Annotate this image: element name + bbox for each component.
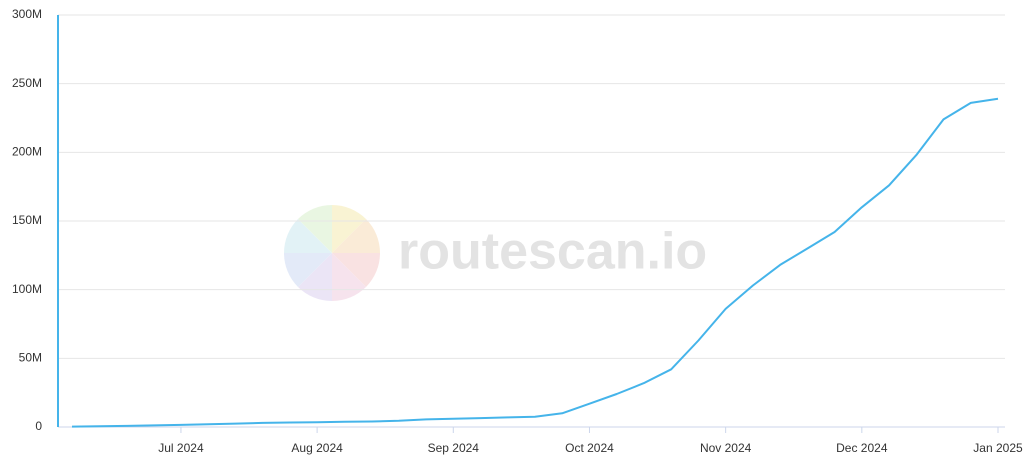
y-tick-label: 200M bbox=[12, 145, 42, 159]
x-tick-label: Sep 2024 bbox=[428, 441, 480, 455]
watermark-logo bbox=[283, 204, 381, 302]
y-tick-label: 50M bbox=[19, 351, 42, 365]
y-tick-label: 0 bbox=[35, 419, 42, 433]
line-series bbox=[71, 97, 999, 428]
x-tick-label: Oct 2024 bbox=[565, 441, 614, 455]
y-tick-label: 150M bbox=[12, 213, 42, 227]
x-tick-label: Jul 2024 bbox=[158, 441, 204, 455]
watermark-text: routescan.io bbox=[398, 223, 707, 281]
x-tick-label: Dec 2024 bbox=[836, 441, 888, 455]
x-tick-label: Nov 2024 bbox=[700, 441, 752, 455]
x-tick-label: Aug 2024 bbox=[291, 441, 343, 455]
y-tick-label: 300M bbox=[12, 7, 42, 21]
y-tick-label: 250M bbox=[12, 76, 42, 90]
y-tick-label: 100M bbox=[12, 282, 42, 296]
x-tick-label: Jan 2025 bbox=[973, 441, 1023, 455]
